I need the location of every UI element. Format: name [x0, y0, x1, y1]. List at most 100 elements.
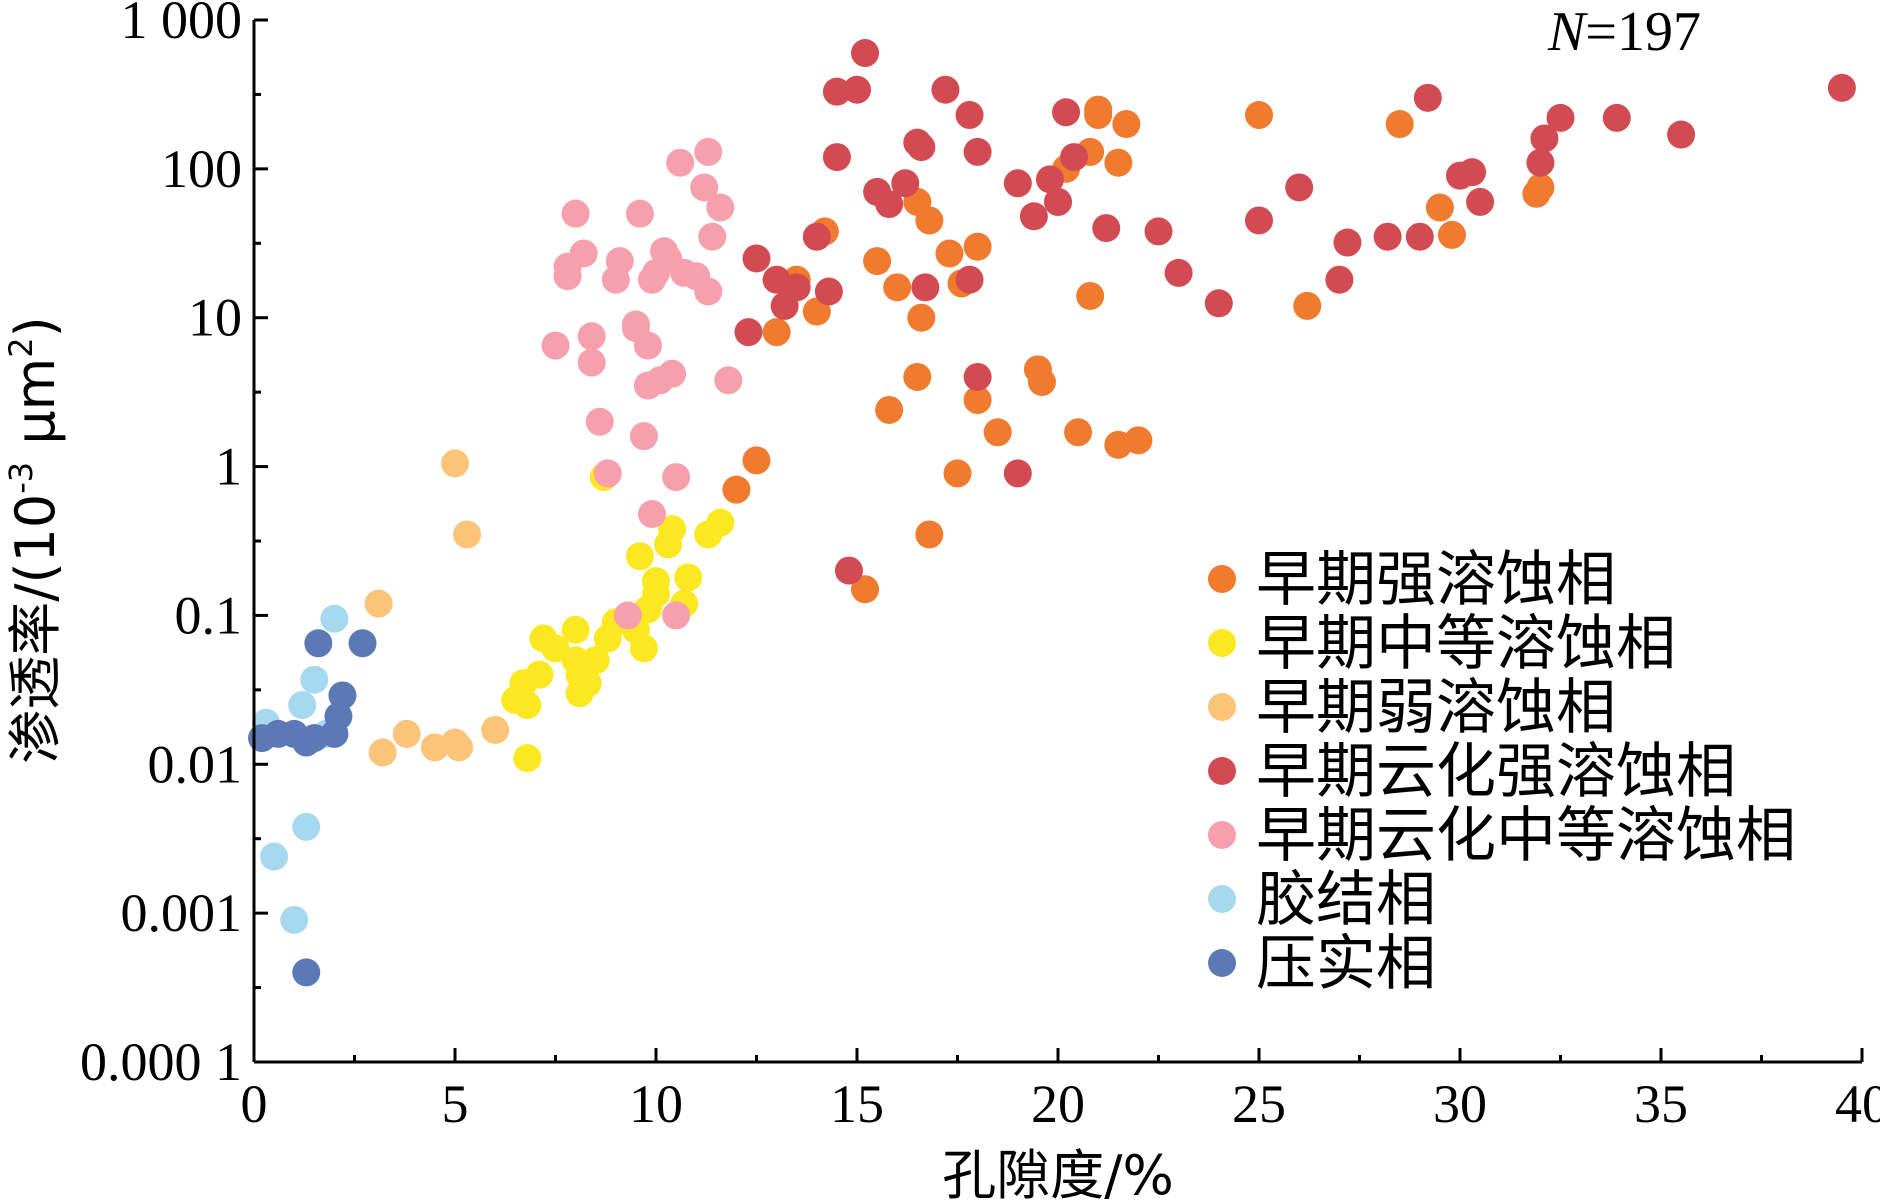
y-tick-label: 1 000: [121, 0, 243, 50]
legend-label: 早期强溶蚀相: [1256, 545, 1616, 615]
data-point: [605, 247, 634, 276]
data-point: [577, 322, 606, 351]
data-point: [915, 520, 944, 549]
data-point: [822, 143, 851, 172]
legend-marker: [1208, 565, 1236, 593]
data-point: [1602, 103, 1631, 132]
data-point: [642, 567, 670, 596]
axes: 0 5 10 15 20 25 30 35 40 0.000 1 0.001 0.01 0.1 1 10 1…: [80, 0, 1880, 1134]
data-point: [658, 515, 687, 544]
data-point: [513, 691, 542, 720]
data-point: [525, 660, 554, 689]
x-axis-title: 孔隙度/%: [942, 1144, 1174, 1204]
data-point: [963, 137, 992, 166]
data-point: [698, 222, 727, 251]
data-point: [907, 133, 936, 162]
x-tick-label: 20: [1031, 1074, 1085, 1134]
data-point: [280, 905, 309, 934]
data-point: [674, 563, 703, 592]
data-point: [843, 75, 871, 104]
data-point: [629, 422, 658, 451]
data-point: [368, 738, 397, 767]
legend-label: 早期云化强溶蚀相: [1256, 737, 1736, 807]
data-point: [883, 273, 912, 302]
legend-label: 胶结相: [1256, 865, 1436, 935]
data-point: [561, 615, 590, 644]
data-point: [573, 669, 602, 698]
data-point: [662, 463, 691, 492]
data-point: [1437, 220, 1466, 249]
sample-count-annotation: N=197: [1547, 1, 1701, 63]
y-tick-label: 0.001: [121, 883, 243, 943]
data-point: [694, 137, 723, 166]
data-point: [863, 247, 892, 276]
data-point: [1003, 169, 1032, 198]
data-point: [907, 303, 936, 332]
data-point: [963, 232, 992, 261]
data-point: [1522, 179, 1551, 208]
data-point: [666, 148, 695, 177]
data-point: [1003, 459, 1032, 488]
data-point: [1064, 418, 1093, 447]
data-point: [802, 222, 831, 251]
data-point: [706, 508, 735, 537]
data-point: [1405, 222, 1434, 251]
data-point: [690, 173, 719, 202]
data-point: [569, 239, 598, 268]
data-point: [348, 629, 377, 658]
data-point: [328, 681, 357, 710]
data-point: [935, 239, 964, 268]
y-tick-label: 0.000 1: [80, 1032, 242, 1092]
x-tick-label: 10: [629, 1074, 683, 1134]
data-point: [633, 331, 662, 360]
data-point: [1164, 258, 1193, 287]
data-point: [1204, 289, 1233, 318]
legend-label: 早期弱溶蚀相: [1256, 673, 1616, 743]
data-point: [613, 601, 642, 630]
data-point: [593, 459, 622, 488]
data-point: [734, 318, 763, 347]
data-point: [1060, 143, 1089, 172]
data-point: [1466, 187, 1495, 216]
data-point: [637, 500, 666, 529]
data-point: [1084, 95, 1113, 124]
data-point: [441, 449, 469, 478]
data-point: [658, 359, 687, 388]
x-tick-label: 30: [1433, 1074, 1487, 1134]
data-point: [1293, 291, 1322, 320]
data-point: [324, 702, 353, 731]
data-point: [782, 273, 811, 302]
data-point: [851, 39, 880, 68]
data-point: [1425, 193, 1454, 222]
x-tick-label: 5: [442, 1074, 469, 1134]
data-point: [541, 331, 570, 360]
data-point: [714, 366, 743, 395]
legend-marker: [1208, 693, 1236, 721]
data-point: [955, 265, 984, 294]
data-point: [983, 418, 1012, 447]
data-point: [1052, 98, 1081, 127]
data-point: [722, 475, 751, 504]
legend-marker: [1208, 821, 1236, 849]
data-point: [915, 206, 944, 235]
y-ticks: 0.000 1 0.001 0.01 0.1 1 10 100 1 000: [80, 0, 268, 1092]
data-point: [762, 318, 791, 347]
data-point: [931, 75, 960, 104]
y-tick-label: 0.1: [175, 585, 243, 645]
data-point: [875, 190, 904, 219]
data-point: [1112, 110, 1141, 139]
data-point: [911, 273, 940, 302]
data-point: [320, 604, 349, 633]
data-point: [392, 719, 421, 748]
data-point: [364, 589, 393, 618]
y-axis-title: 渗透率/(10-3 μm2): [2, 316, 67, 763]
data-point: [875, 395, 904, 424]
legend-label: 压实相: [1256, 929, 1436, 999]
data-point: [1104, 148, 1133, 177]
data-point: [1373, 222, 1402, 251]
data-point: [662, 601, 691, 630]
legend-marker: [1208, 949, 1236, 977]
data-point: [1285, 173, 1314, 202]
x-ticks: 0 5 10 15 20 25 30 35 40: [241, 1048, 1880, 1134]
data-point: [453, 520, 482, 549]
